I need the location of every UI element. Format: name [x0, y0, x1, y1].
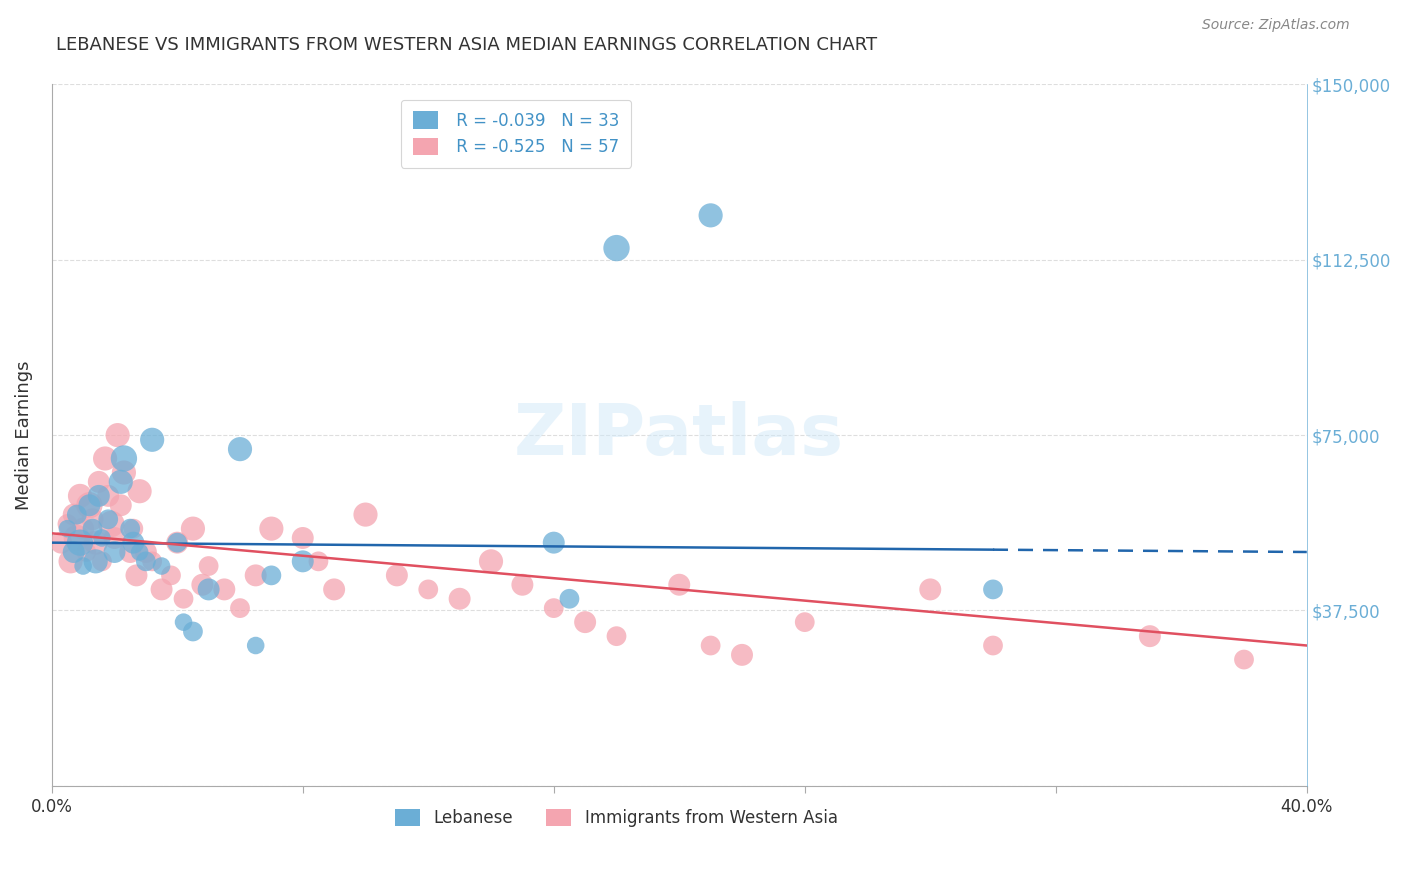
Point	[173, 615, 195, 629]
Text: Source: ZipAtlas.com: Source: ZipAtlas.com	[1202, 18, 1350, 32]
Point	[62, 508, 84, 522]
Point	[512, 578, 534, 592]
Text: ZIPatlas: ZIPatlas	[515, 401, 845, 469]
Point	[122, 535, 145, 549]
Point	[191, 578, 214, 592]
Point	[120, 522, 142, 536]
Text: LEBANESE VS IMMIGRANTS FROM WESTERN ASIA MEDIAN EARNINGS CORRELATION CHART: LEBANESE VS IMMIGRANTS FROM WESTERN ASIA…	[56, 36, 877, 54]
Point	[79, 498, 101, 512]
Legend: Lebanese, Immigrants from Western Asia: Lebanese, Immigrants from Western Asia	[388, 802, 845, 833]
Point	[103, 531, 125, 545]
Point	[260, 522, 283, 536]
Point	[120, 545, 142, 559]
Point	[110, 498, 132, 512]
Point	[543, 535, 565, 549]
Point	[479, 554, 502, 568]
Point	[69, 535, 91, 549]
Point	[166, 535, 188, 549]
Point	[56, 522, 79, 536]
Point	[160, 568, 183, 582]
Point	[291, 531, 314, 545]
Point	[72, 522, 94, 536]
Point	[449, 591, 471, 606]
Point	[245, 639, 267, 653]
Point	[59, 554, 82, 568]
Point	[323, 582, 346, 597]
Y-axis label: Median Earnings: Median Earnings	[15, 360, 32, 510]
Point	[668, 578, 690, 592]
Point	[128, 545, 150, 559]
Point	[197, 559, 219, 574]
Point	[166, 535, 188, 549]
Point	[1139, 629, 1161, 643]
Point	[72, 559, 94, 574]
Point	[543, 601, 565, 615]
Point	[107, 428, 129, 442]
Point	[354, 508, 377, 522]
Point	[793, 615, 815, 629]
Point	[110, 475, 132, 489]
Point	[229, 601, 252, 615]
Point	[385, 568, 408, 582]
Point	[87, 475, 110, 489]
Point	[245, 568, 267, 582]
Point	[103, 545, 125, 559]
Point	[214, 582, 236, 597]
Point	[97, 489, 120, 503]
Point	[558, 591, 581, 606]
Point	[51, 535, 73, 549]
Point	[699, 208, 721, 222]
Point	[920, 582, 942, 597]
Point	[128, 484, 150, 499]
Point	[56, 516, 79, 531]
Point	[82, 512, 104, 526]
Point	[135, 545, 157, 559]
Point	[307, 554, 329, 568]
Point	[91, 554, 114, 568]
Point	[84, 535, 107, 549]
Point	[87, 489, 110, 503]
Point	[605, 241, 627, 255]
Point	[229, 442, 252, 457]
Point	[981, 582, 1004, 597]
Point	[605, 629, 627, 643]
Point	[135, 554, 157, 568]
Point	[69, 489, 91, 503]
Point	[173, 591, 195, 606]
Point	[181, 624, 204, 639]
Point	[100, 516, 122, 531]
Point	[1233, 652, 1256, 666]
Point	[150, 559, 173, 574]
Point	[75, 545, 97, 559]
Point	[97, 512, 120, 526]
Point	[141, 433, 163, 447]
Point	[418, 582, 440, 597]
Point	[141, 554, 163, 568]
Point	[574, 615, 596, 629]
Point	[181, 522, 204, 536]
Point	[981, 639, 1004, 653]
Point	[731, 648, 754, 662]
Point	[291, 554, 314, 568]
Point	[150, 582, 173, 597]
Point	[112, 466, 135, 480]
Point	[66, 508, 89, 522]
Point	[91, 531, 114, 545]
Point	[112, 451, 135, 466]
Point	[82, 522, 104, 536]
Point	[79, 498, 101, 512]
Point	[125, 568, 148, 582]
Point	[260, 568, 283, 582]
Point	[122, 522, 145, 536]
Point	[84, 554, 107, 568]
Point	[197, 582, 219, 597]
Point	[699, 639, 721, 653]
Point	[94, 451, 117, 466]
Point	[66, 531, 89, 545]
Point	[62, 545, 84, 559]
